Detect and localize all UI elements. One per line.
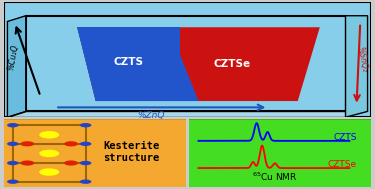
Polygon shape <box>26 16 345 111</box>
Polygon shape <box>8 16 26 117</box>
FancyBboxPatch shape <box>0 118 189 188</box>
Circle shape <box>80 180 92 184</box>
Circle shape <box>64 141 78 146</box>
Circle shape <box>7 161 19 165</box>
Text: %ZnQ: %ZnQ <box>137 111 165 120</box>
Circle shape <box>39 131 59 139</box>
Polygon shape <box>77 27 198 101</box>
Polygon shape <box>77 27 180 101</box>
Text: Kesterite
structure: Kesterite structure <box>103 141 159 163</box>
Text: CZTSe: CZTSe <box>328 160 357 169</box>
Text: %SnQ₂: %SnQ₂ <box>356 46 369 73</box>
Text: CZTS: CZTS <box>333 133 357 142</box>
Circle shape <box>80 123 92 127</box>
Circle shape <box>7 180 19 184</box>
Circle shape <box>7 142 19 146</box>
Text: %Cu₂Q: %Cu₂Q <box>6 43 20 71</box>
Polygon shape <box>8 111 345 117</box>
Circle shape <box>39 150 59 157</box>
Circle shape <box>80 161 92 165</box>
Text: $^{65}$Cu NMR: $^{65}$Cu NMR <box>252 171 298 183</box>
Polygon shape <box>4 2 371 117</box>
Circle shape <box>7 123 19 127</box>
Polygon shape <box>77 27 320 101</box>
Text: CZTS: CZTS <box>114 57 144 67</box>
Polygon shape <box>345 16 368 117</box>
Circle shape <box>80 142 92 146</box>
Circle shape <box>21 141 34 146</box>
Circle shape <box>39 168 59 176</box>
Circle shape <box>64 160 78 166</box>
Circle shape <box>21 160 34 166</box>
Text: CZTSe: CZTSe <box>213 59 250 69</box>
FancyBboxPatch shape <box>186 118 375 188</box>
